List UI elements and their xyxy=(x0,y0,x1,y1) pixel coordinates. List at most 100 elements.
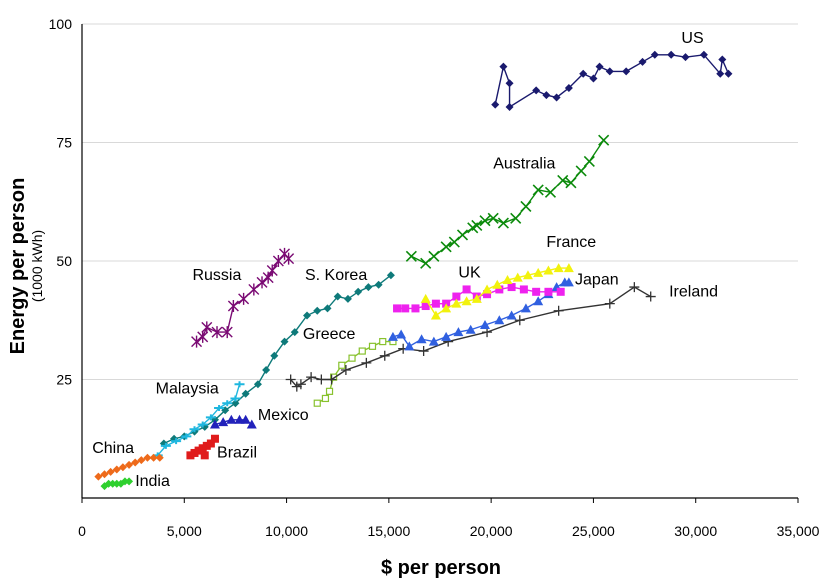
point-ireland xyxy=(361,357,372,368)
label-japan: Japan xyxy=(575,272,619,289)
point-india xyxy=(104,479,113,488)
point-france xyxy=(451,298,462,308)
point-us xyxy=(589,74,598,83)
point-s-korea xyxy=(354,287,363,296)
series-australia xyxy=(405,134,610,269)
point-s-korea xyxy=(323,304,332,313)
gridlines xyxy=(82,23,798,380)
point-ireland xyxy=(379,350,390,361)
series-layer xyxy=(94,50,733,491)
point-france xyxy=(512,272,523,282)
point-russia xyxy=(256,276,268,289)
y-axis-title: Energy per person xyxy=(7,178,29,355)
point-greece xyxy=(368,342,377,350)
point-brazil xyxy=(194,446,203,455)
point-australia xyxy=(520,200,532,213)
point-japan xyxy=(533,296,544,306)
point-us xyxy=(638,57,647,66)
point-uk xyxy=(532,287,541,296)
point-japan xyxy=(453,327,464,337)
point-s-korea xyxy=(290,328,299,337)
point-ireland xyxy=(553,305,564,316)
point-japan xyxy=(480,319,491,329)
series-mexico xyxy=(209,414,257,429)
point-greece xyxy=(321,394,330,403)
point-australia xyxy=(405,250,417,262)
point-russia xyxy=(283,252,295,265)
point-us xyxy=(542,91,551,100)
point-greece xyxy=(358,347,366,355)
point-russia xyxy=(191,335,203,348)
point-mexico xyxy=(246,419,257,429)
label-china: China xyxy=(92,440,134,457)
point-france xyxy=(543,265,554,275)
y-tick-label: 100 xyxy=(49,16,73,32)
point-uk xyxy=(462,285,471,294)
point-uk xyxy=(556,287,565,296)
point-us xyxy=(505,79,514,88)
point-russia xyxy=(266,264,278,277)
point-greece xyxy=(379,337,387,346)
point-russia xyxy=(248,283,260,296)
label-uk: UK xyxy=(458,265,481,282)
x-tick-label: 30,000 xyxy=(674,523,717,539)
point-mexico xyxy=(240,414,251,424)
point-mexico xyxy=(226,414,237,424)
point-australia xyxy=(479,215,491,227)
point-malaysia xyxy=(189,426,200,433)
series-line-us xyxy=(494,54,730,109)
point-malaysia xyxy=(230,395,241,402)
point-s-korea xyxy=(333,292,342,301)
x-tick-label: 5,000 xyxy=(167,523,202,539)
point-japan xyxy=(404,341,415,351)
x-tick-label: 10,000 xyxy=(265,523,308,539)
point-australia xyxy=(583,155,595,168)
point-australia xyxy=(557,174,569,186)
point-us xyxy=(605,67,614,76)
point-us xyxy=(716,69,725,78)
point-s-korea xyxy=(270,351,279,360)
point-china xyxy=(106,467,115,476)
point-malaysia xyxy=(205,414,216,421)
point-uk xyxy=(507,283,516,292)
point-us xyxy=(724,69,733,78)
point-s-korea xyxy=(364,283,373,292)
series-india xyxy=(100,477,134,491)
point-china xyxy=(112,465,121,474)
point-ireland xyxy=(306,372,317,383)
point-france xyxy=(441,303,452,313)
point-us xyxy=(532,86,541,95)
point-australia xyxy=(428,250,440,262)
point-s-korea xyxy=(280,337,289,346)
point-ireland xyxy=(316,374,327,385)
point-s-korea xyxy=(241,389,250,398)
point-us xyxy=(505,102,514,111)
series-line-uk xyxy=(397,286,561,310)
x-tick-label: 35,000 xyxy=(777,523,820,539)
point-uk xyxy=(452,292,461,301)
x-tick-label: 15,000 xyxy=(367,523,410,539)
point-us xyxy=(552,93,561,102)
point-greece xyxy=(313,399,321,407)
point-us xyxy=(499,62,508,71)
y-tick-label: 75 xyxy=(56,135,72,151)
point-s-korea xyxy=(343,294,352,303)
point-mexico xyxy=(209,419,220,429)
point-greece xyxy=(348,354,356,362)
country-labels: US Australia Russia S. Korea Malaysia Mexico C… xyxy=(92,30,718,490)
point-ireland xyxy=(291,381,302,392)
series-china xyxy=(94,453,164,481)
point-s-korea xyxy=(231,399,240,408)
point-france xyxy=(430,310,441,320)
point-us xyxy=(579,69,588,78)
point-brazil xyxy=(198,444,207,453)
point-russia xyxy=(201,321,213,334)
point-china xyxy=(118,463,127,472)
point-malaysia xyxy=(160,442,171,449)
point-uk xyxy=(431,299,440,308)
point-uk xyxy=(401,304,410,313)
point-japan xyxy=(441,331,452,341)
point-china xyxy=(100,470,109,479)
point-ireland xyxy=(418,346,429,357)
